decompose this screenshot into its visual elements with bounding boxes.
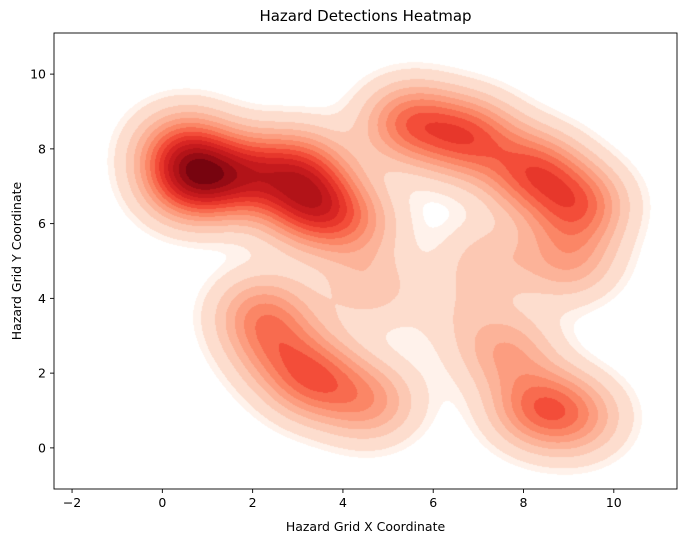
- x-tick-label: 6: [429, 495, 437, 510]
- chart-title: Hazard Detections Heatmap: [259, 7, 471, 25]
- x-tick-label: 2: [249, 495, 257, 510]
- axis-ticks: −2 0 2 4 6 8 10 0 2 4 6 8 10: [30, 67, 622, 510]
- x-tick-label: 8: [520, 495, 528, 510]
- y-tick-label: 0: [38, 440, 46, 455]
- y-tick-label: 2: [38, 366, 46, 381]
- x-tick-label: 4: [339, 495, 347, 510]
- y-tick-label: 8: [38, 141, 46, 156]
- y-tick-label: 6: [38, 216, 46, 231]
- x-tick-label: −2: [63, 495, 81, 510]
- plot-frame: [53, 32, 678, 490]
- x-tick-label: 10: [606, 495, 622, 510]
- y-tick-label: 4: [38, 291, 46, 306]
- y-tick-label: 10: [30, 67, 46, 82]
- x-tick-label: 0: [158, 495, 166, 510]
- x-axis-label: Hazard Grid X Coordinate: [286, 519, 446, 534]
- y-axis-label: Hazard Grid Y Coordinate: [9, 181, 24, 340]
